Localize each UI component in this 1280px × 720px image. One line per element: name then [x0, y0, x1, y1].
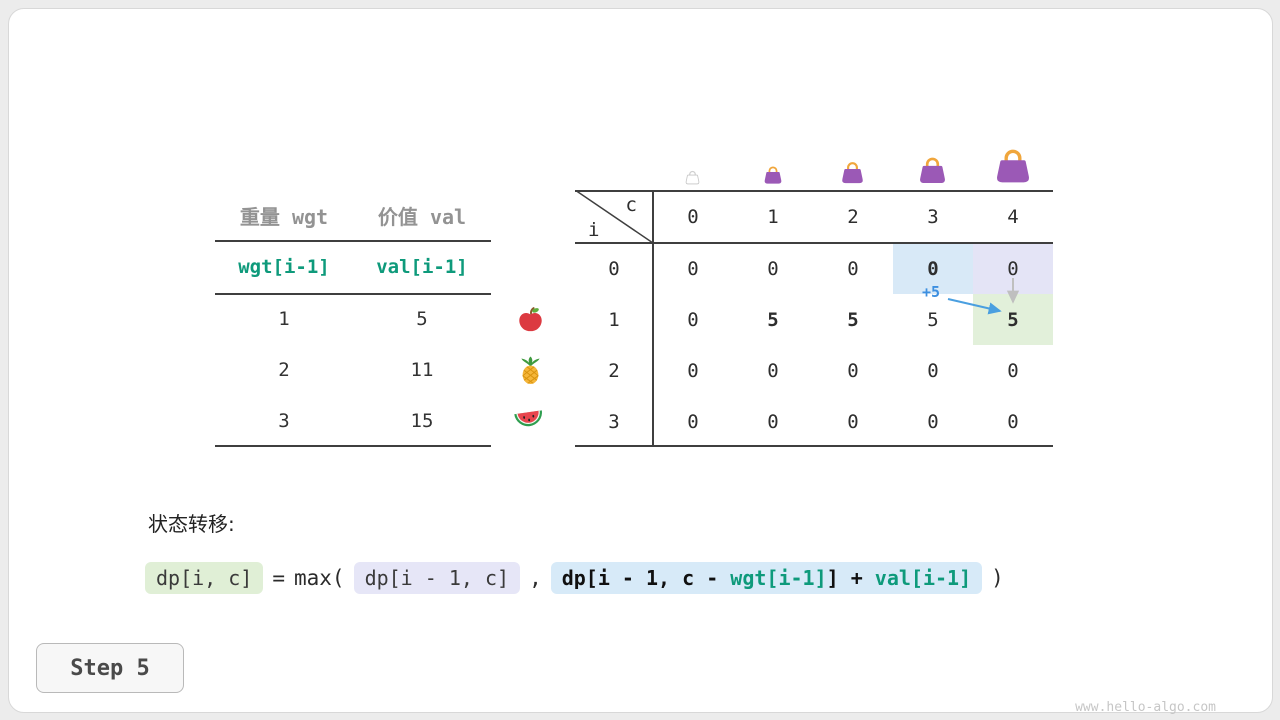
step-indicator: Step 5 — [36, 643, 184, 693]
take-item-prefix: dp[i - 1, c - — [561, 566, 731, 590]
weight-formula-cell: wgt[i-1] — [238, 255, 330, 278]
dp-cell-pending: 0 — [767, 359, 779, 382]
item-value: 15 — [410, 410, 434, 432]
dp-cell: 0 — [767, 257, 779, 280]
dp-corner-cell: c i — [575, 190, 653, 243]
dp-cell: 0 — [687, 308, 699, 331]
watermark: www.hello-algo.com — [1075, 700, 1216, 715]
dp-cell: 0 — [847, 257, 859, 280]
dp-cell: 5 — [927, 308, 939, 331]
close-paren: ) — [991, 566, 1004, 590]
table-divider — [575, 445, 1053, 447]
dp-col-header: 3 — [927, 205, 939, 228]
dp-table: c i 0 1 2 3 4 0 0 0 0 0 0 1 0 5 5 5 5 2 … — [575, 190, 1053, 447]
table-divider — [575, 242, 1053, 244]
take-item-mid: ] + — [826, 566, 875, 590]
dp-cell: 5 — [767, 308, 779, 331]
weight-column-header: 重量 wgt — [239, 204, 329, 229]
equals-sign: = — [272, 566, 285, 590]
val-ref: val[i-1] — [874, 566, 972, 590]
item-weight: 2 — [278, 358, 290, 381]
transition-arrows — [947, 278, 1020, 315]
take-item-term: dp[i - 1, c - wgt[i-1]] + val[i-1] — [550, 562, 983, 594]
dp-axis-c-label: c — [625, 194, 637, 216]
item-weight: 1 — [278, 307, 290, 330]
dp-cell-pending: 0 — [847, 359, 859, 382]
handbag-icon — [762, 164, 784, 189]
dp-cell-pending: 0 — [1007, 359, 1019, 382]
dp-col-header: 4 — [1007, 205, 1019, 228]
table-divider — [215, 445, 491, 447]
item-row: 1 5 — [215, 293, 491, 344]
dp-row-header: 3 — [608, 410, 620, 433]
table-divider — [215, 293, 491, 295]
figure-card — [8, 8, 1273, 713]
dp-row-header: 2 — [608, 359, 620, 382]
transition-formula: dp[i, c] = max( dp[i - 1, c] , dp[i - 1,… — [145, 562, 1004, 594]
dp-current-term: dp[i, c] — [145, 562, 264, 594]
item-row: 2 11 — [215, 344, 491, 395]
transition-section-label: 状态转移: — [148, 512, 235, 536]
dp-cell-pending: 0 — [767, 410, 779, 433]
item-value: 5 — [416, 307, 428, 330]
take-item-arrow — [947, 298, 1002, 315]
dp-cell-pending: 0 — [847, 410, 859, 433]
skip-item-term: dp[i - 1, c] — [353, 562, 521, 594]
table-divider — [215, 240, 491, 242]
item-weight: 3 — [278, 410, 290, 432]
dp-cell: 5 — [847, 308, 859, 331]
handbag-icon — [839, 159, 866, 189]
dp-cell-source-left: 0 — [893, 243, 973, 294]
handbag-icon — [916, 154, 949, 189]
value-column-header: 价值 val — [377, 204, 467, 229]
dp-cell: 0 — [687, 257, 699, 280]
plus-value-annotation: +5 — [922, 283, 941, 301]
comma: , — [529, 566, 542, 590]
dp-col-header: 2 — [847, 205, 859, 228]
dp-col-header: 1 — [767, 205, 779, 228]
watermelon-icon — [513, 409, 544, 436]
dp-cell-pending: 0 — [1007, 410, 1019, 433]
item-value: 11 — [410, 358, 434, 381]
pineapple-icon — [518, 356, 543, 389]
apple-icon — [517, 306, 544, 337]
table-divider — [652, 190, 654, 447]
dp-axis-i-label: i — [588, 219, 600, 241]
dp-cell: 0 — [687, 410, 699, 433]
dp-cell-pending: 0 — [927, 359, 939, 382]
item-row: 3 15 — [215, 395, 491, 447]
dp-col-header: 0 — [687, 205, 699, 228]
handbag-icon-empty — [684, 169, 701, 189]
value-formula-cell: val[i-1] — [376, 255, 468, 278]
items-table: 重量 wgt 价值 val wgt[i-1] val[i-1] 1 5 2 11… — [215, 190, 491, 447]
dp-cell-pending: 0 — [927, 410, 939, 433]
dp-cell: 0 — [687, 359, 699, 382]
max-open: max( — [293, 566, 345, 590]
dp-row-header: 0 — [608, 257, 620, 280]
table-divider — [575, 190, 1053, 192]
wgt-ref: wgt[i-1] — [730, 566, 827, 590]
handbag-icon — [992, 145, 1034, 189]
dp-row-header: 1 — [608, 308, 620, 331]
